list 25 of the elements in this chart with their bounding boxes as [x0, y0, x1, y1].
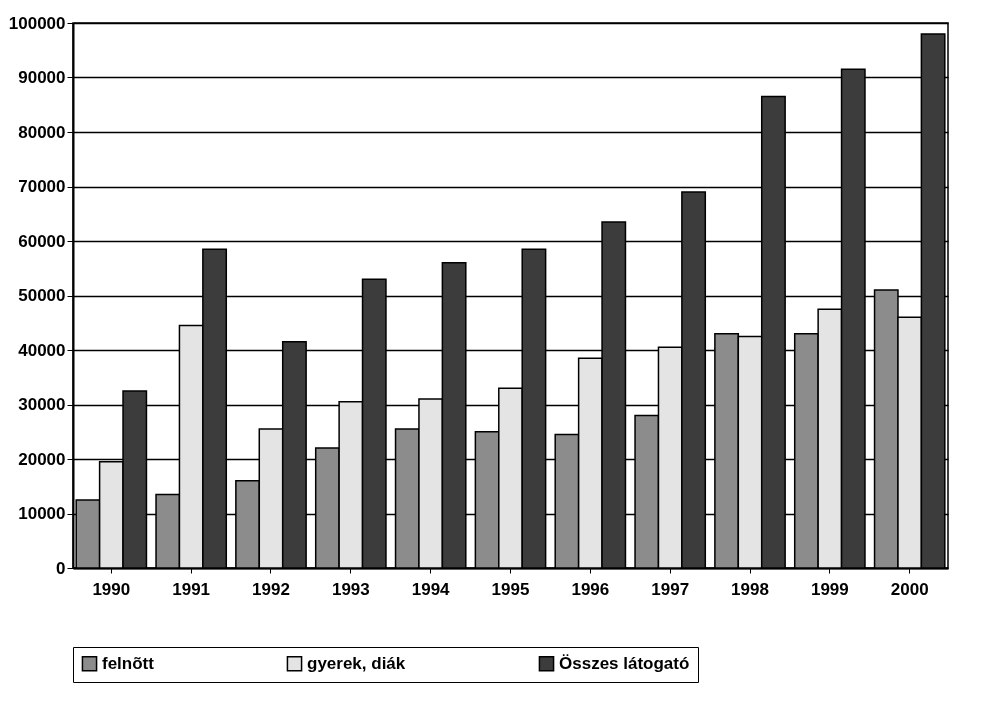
y-tick-label: 10000 — [18, 504, 66, 523]
x-tick-label: 2000 — [890, 579, 929, 599]
x-tick-label: 1994 — [411, 579, 451, 599]
x-tick-label: 1997 — [651, 579, 690, 599]
x-tick-label: 1995 — [491, 579, 530, 599]
y-tick-label: 70000 — [18, 177, 66, 196]
legend-label: gyerek, diák — [307, 653, 406, 673]
legend-label: Összes látogató — [559, 653, 690, 673]
x-tick-label: 1991 — [172, 579, 211, 599]
x-tick-label: 1993 — [331, 579, 370, 599]
y-tick-label: 40000 — [18, 340, 66, 360]
x-tick-label: 1992 — [252, 579, 290, 599]
legend-label: felnõtt — [102, 653, 155, 673]
x-tick-label: 1990 — [92, 579, 131, 599]
y-tick-label: 100000 — [8, 13, 66, 33]
x-tick-label: 1996 — [571, 579, 610, 599]
y-tick-label: 60000 — [18, 231, 66, 251]
x-tick-label: 1998 — [731, 579, 769, 599]
x-tick-label: 1999 — [810, 579, 849, 599]
y-tick-label: 90000 — [18, 68, 66, 87]
y-tick-label: 50000 — [18, 286, 66, 305]
y-tick-label: 20000 — [18, 449, 66, 469]
y-tick-label: 80000 — [18, 122, 66, 142]
y-tick-label: 30000 — [18, 395, 66, 414]
y-tick-label: 0 — [56, 558, 66, 578]
